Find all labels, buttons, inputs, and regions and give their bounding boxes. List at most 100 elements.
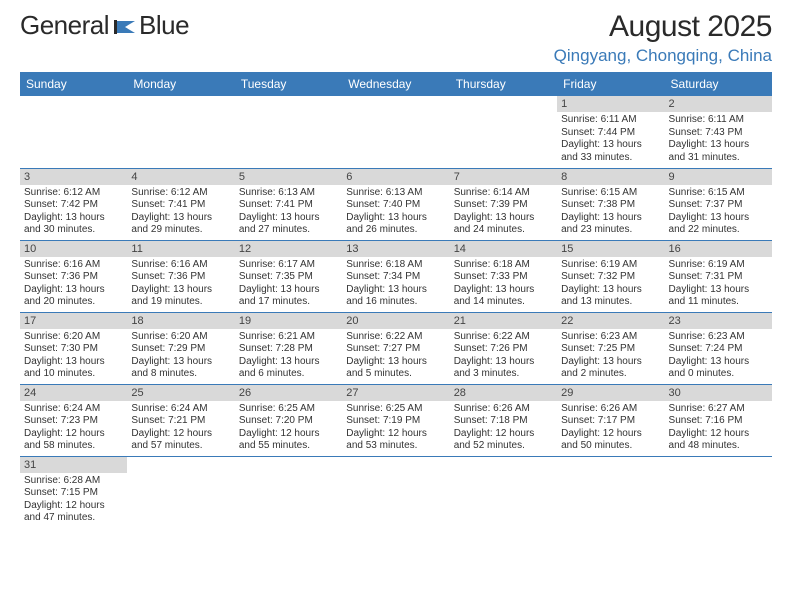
daylight-text: Daylight: 12 hours and 50 minutes.: [561, 428, 660, 453]
calendar-cell: [557, 456, 664, 528]
daylight-text: Daylight: 13 hours and 19 minutes.: [131, 284, 230, 309]
day-number: 28: [450, 385, 557, 401]
logo-text-2: Blue: [139, 10, 189, 41]
calendar-cell: 11 Sunrise: 6:16 AMSunset: 7:36 PMDayligh…: [127, 240, 234, 312]
daylight-text: Daylight: 13 hours and 22 minutes.: [669, 212, 768, 237]
calendar-cell: 2Sunrise: 6:11 AMSunset: 7:43 PMDaylight…: [665, 96, 772, 168]
sunrise-text: Sunrise: 6:20 AM: [24, 331, 123, 344]
sunrise-text: Sunrise: 6:16 AM: [24, 259, 123, 272]
day-number: 19: [235, 313, 342, 329]
calendar-week-row: 1Sunrise: 6:11 AMSunset: 7:44 PMDaylight…: [20, 96, 772, 168]
calendar-cell: 4Sunrise: 6:12 AMSunset: 7:41 PMDaylight…: [127, 168, 234, 240]
sunset-text: Sunset: 7:34 PM: [346, 271, 445, 284]
sunrise-text: Sunrise: 6:24 AM: [131, 403, 230, 416]
day-number: 11: [127, 241, 234, 257]
sunset-text: Sunset: 7:42 PM: [24, 199, 123, 212]
sunset-text: Sunset: 7:20 PM: [239, 415, 338, 428]
day-number: 2: [665, 96, 772, 112]
calendar-cell: 19Sunrise: 6:21 AMSunset: 7:28 PMDayligh…: [235, 312, 342, 384]
calendar-cell: 30Sunrise: 6:27 AMSunset: 7:16 PMDayligh…: [665, 384, 772, 456]
daylight-text: Daylight: 13 hours and 20 minutes.: [24, 284, 123, 309]
sunset-text: Sunset: 7:41 PM: [239, 199, 338, 212]
daylight-text: Daylight: 13 hours and 26 minutes.: [346, 212, 445, 237]
logo-text-1: General: [20, 10, 109, 41]
sunrise-text: Sunrise: 6:28 AM: [24, 475, 123, 488]
daylight-text: Daylight: 13 hours and 24 minutes.: [454, 212, 553, 237]
day-number: 17: [20, 313, 127, 329]
page-title: August 2025: [554, 10, 772, 44]
sunrise-text: Sunrise: 6:12 AM: [24, 187, 123, 200]
sunrise-text: Sunrise: 6:24 AM: [24, 403, 123, 416]
daylight-text: Daylight: 13 hours and 10 minutes.: [24, 356, 123, 381]
sunset-text: Sunset: 7:26 PM: [454, 343, 553, 356]
sunset-text: Sunset: 7:36 PM: [24, 271, 123, 284]
header: General Blue August 2025 Qingyang, Chong…: [20, 10, 772, 66]
calendar-cell: 3Sunrise: 6:12 AMSunset: 7:42 PMDaylight…: [20, 168, 127, 240]
calendar-cell: [450, 456, 557, 528]
day-number: 5: [235, 169, 342, 185]
sunrise-text: Sunrise: 6:15 AM: [669, 187, 768, 200]
calendar-cell: [342, 456, 449, 528]
sunrise-text: Sunrise: 6:18 AM: [454, 259, 553, 272]
calendar-cell: 14Sunrise: 6:18 AMSunset: 7:33 PMDayligh…: [450, 240, 557, 312]
weekday-header: Saturday: [665, 72, 772, 96]
sunset-text: Sunset: 7:35 PM: [239, 271, 338, 284]
calendar-cell: [342, 96, 449, 168]
calendar-cell: 9Sunrise: 6:15 AMSunset: 7:37 PMDaylight…: [665, 168, 772, 240]
title-block: August 2025 Qingyang, Chongqing, China: [554, 10, 772, 66]
calendar-cell: [20, 96, 127, 168]
flag-icon: [113, 18, 137, 36]
calendar-cell: 7Sunrise: 6:14 AMSunset: 7:39 PMDaylight…: [450, 168, 557, 240]
sunset-text: Sunset: 7:37 PM: [669, 199, 768, 212]
daylight-text: Daylight: 13 hours and 17 minutes.: [239, 284, 338, 309]
calendar-cell: 12Sunrise: 6:17 AMSunset: 7:35 PMDayligh…: [235, 240, 342, 312]
daylight-text: Daylight: 13 hours and 16 minutes.: [346, 284, 445, 309]
sunset-text: Sunset: 7:43 PM: [669, 127, 768, 140]
calendar-cell: [127, 456, 234, 528]
daylight-text: Daylight: 13 hours and 23 minutes.: [561, 212, 660, 237]
daylight-text: Daylight: 13 hours and 3 minutes.: [454, 356, 553, 381]
sunrise-text: Sunrise: 6:16 AM: [131, 259, 230, 272]
daylight-text: Daylight: 13 hours and 0 minutes.: [669, 356, 768, 381]
sunset-text: Sunset: 7:36 PM: [131, 271, 230, 284]
calendar-cell: [127, 96, 234, 168]
sunset-text: Sunset: 7:44 PM: [561, 127, 660, 140]
day-number: 4: [127, 169, 234, 185]
day-number: 12: [235, 241, 342, 257]
day-number: 21: [450, 313, 557, 329]
location: Qingyang, Chongqing, China: [554, 46, 772, 66]
sunrise-text: Sunrise: 6:25 AM: [239, 403, 338, 416]
calendar-cell: 24Sunrise: 6:24 AMSunset: 7:23 PMDayligh…: [20, 384, 127, 456]
sunrise-text: Sunrise: 6:20 AM: [131, 331, 230, 344]
sunset-text: Sunset: 7:30 PM: [24, 343, 123, 356]
day-number: 26: [235, 385, 342, 401]
daylight-text: Daylight: 12 hours and 48 minutes.: [669, 428, 768, 453]
sunrise-text: Sunrise: 6:11 AM: [561, 114, 660, 127]
weekday-header: Wednesday: [342, 72, 449, 96]
daylight-text: Daylight: 12 hours and 52 minutes.: [454, 428, 553, 453]
calendar-cell: 18Sunrise: 6:20 AMSunset: 7:29 PMDayligh…: [127, 312, 234, 384]
day-number: 22: [557, 313, 664, 329]
calendar-week-row: 31Sunrise: 6:28 AMSunset: 7:15 PMDayligh…: [20, 456, 772, 528]
daylight-text: Daylight: 13 hours and 27 minutes.: [239, 212, 338, 237]
calendar-cell: 13Sunrise: 6:18 AMSunset: 7:34 PMDayligh…: [342, 240, 449, 312]
sunset-text: Sunset: 7:23 PM: [24, 415, 123, 428]
day-number: 3: [20, 169, 127, 185]
sunrise-text: Sunrise: 6:19 AM: [561, 259, 660, 272]
sunrise-text: Sunrise: 6:13 AM: [239, 187, 338, 200]
day-number: 29: [557, 385, 664, 401]
weekday-header: Tuesday: [235, 72, 342, 96]
sunset-text: Sunset: 7:19 PM: [346, 415, 445, 428]
calendar-cell: [450, 96, 557, 168]
daylight-text: Daylight: 12 hours and 57 minutes.: [131, 428, 230, 453]
calendar-cell: 31Sunrise: 6:28 AMSunset: 7:15 PMDayligh…: [20, 456, 127, 528]
sunset-text: Sunset: 7:16 PM: [669, 415, 768, 428]
sunrise-text: Sunrise: 6:25 AM: [346, 403, 445, 416]
sunrise-text: Sunrise: 6:23 AM: [561, 331, 660, 344]
calendar-cell: 21Sunrise: 6:22 AMSunset: 7:26 PMDayligh…: [450, 312, 557, 384]
day-number: 23: [665, 313, 772, 329]
calendar-week-row: 10Sunrise: 6:16 AMSunset: 7:36 PMDayligh…: [20, 240, 772, 312]
sunrise-text: Sunrise: 6:13 AM: [346, 187, 445, 200]
sunrise-text: Sunrise: 6:26 AM: [561, 403, 660, 416]
daylight-text: Daylight: 13 hours and 31 minutes.: [669, 139, 768, 164]
